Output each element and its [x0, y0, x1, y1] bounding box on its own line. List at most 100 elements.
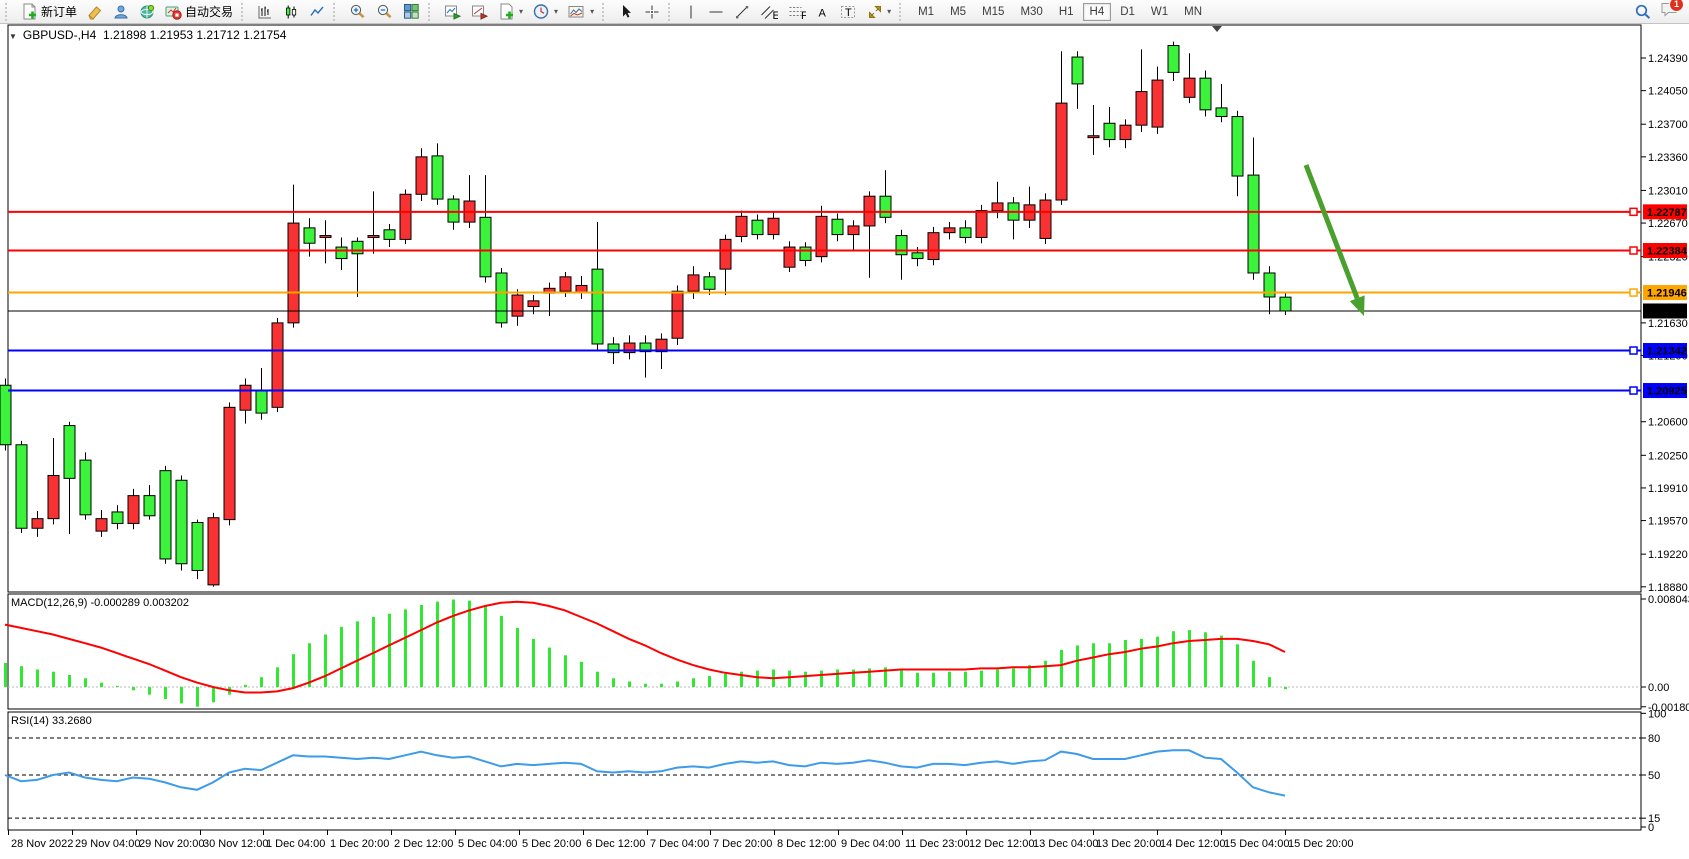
timeframe-button-M30[interactable]: M30 — [1020, 6, 1043, 18]
chevron-down-icon: ▾ — [554, 7, 559, 16]
candlestick-series — [0, 41, 1292, 587]
chart-shift-marker[interactable] — [1212, 26, 1222, 32]
candlestick-chart-button[interactable] — [279, 2, 303, 22]
timeframe-button-H4[interactable]: H4 — [1082, 3, 1112, 21]
time-tick-label: 1 Dec 20:00 — [330, 838, 389, 850]
new-order-button[interactable]: 新订单 — [17, 2, 81, 22]
toolbar-separator — [899, 2, 907, 21]
rsi-indicator-label: RSI(14) 33.2680 — [11, 715, 92, 727]
timeframe-button-M5[interactable]: M5 — [950, 6, 967, 18]
text-a-icon: A — [819, 7, 827, 19]
macd-axis-label: 0.00 — [1648, 682, 1669, 694]
objects-list-button[interactable] — [467, 2, 492, 22]
styler-button[interactable] — [83, 2, 107, 22]
timeframe-button-D1[interactable]: D1 — [1120, 6, 1135, 18]
chevron-down-icon: ▾ — [887, 7, 892, 16]
price-tick-label: 1.22670 — [1648, 218, 1688, 230]
cursor-button[interactable] — [614, 2, 638, 22]
bar-chart-icon — [258, 5, 272, 18]
toolbar-separator — [333, 2, 341, 21]
signals-button[interactable] — [135, 2, 159, 22]
equidistant-channel-button[interactable]: E — [756, 2, 782, 22]
svg-text:T: T — [845, 7, 852, 19]
price-tick-label: 1.24390 — [1648, 53, 1688, 65]
time-tick-label: 9 Dec 04:00 — [841, 838, 900, 850]
crayon-icon — [88, 5, 102, 20]
signal-globe-icon — [140, 4, 155, 18]
line-chart-button[interactable] — [305, 2, 329, 22]
macd-axis-label: 0.008043 — [1648, 594, 1689, 606]
time-tick-label: 7 Dec 20:00 — [713, 838, 772, 850]
search-icon[interactable] — [1634, 3, 1652, 21]
svg-text:F: F — [801, 10, 806, 20]
templates-dropdown[interactable]: ▾ — [564, 2, 598, 22]
macd-indicator-label: MACD(12,26,9) -0.000289 0.003202 — [11, 597, 189, 609]
text-button[interactable]: A — [812, 2, 834, 22]
one-click-trading-arrow[interactable]: ▼ — [9, 32, 17, 41]
timeframe-button-M1[interactable]: M1 — [918, 6, 935, 18]
timeframe-group: M1 M5 M15 M30 H1 H4 D1 W1 MN — [910, 2, 1210, 21]
equidistant-channel-icon: E — [761, 5, 779, 20]
price-tick-label: 1.18880 — [1648, 582, 1688, 594]
timeframe-button-MN[interactable]: MN — [1184, 6, 1203, 18]
crosshair-icon — [645, 5, 659, 18]
macd-signal-value: 0.003202 — [143, 597, 189, 609]
autotrading-button[interactable]: 自动交易 — [161, 2, 237, 22]
vertical-line-button[interactable] — [680, 2, 702, 22]
price-badge-label: 1.21342 — [1647, 346, 1687, 358]
rsi-value: 33.2680 — [51, 715, 92, 727]
bar-chart-button[interactable] — [253, 2, 277, 22]
rsi-panel: 100 80 50 150 — [4, 708, 1666, 834]
trend-arrow-object[interactable] — [1303, 164, 1365, 316]
toolbar-grip — [5, 2, 13, 21]
symbol-period-label: GBPUSD-,H4 — [22, 28, 97, 42]
price-badge-label: 1.21754 — [1647, 306, 1688, 318]
text-label-button[interactable]: T — [836, 2, 861, 22]
arrows-dropdown[interactable]: ▾ — [863, 2, 895, 22]
new-order-icon — [23, 3, 36, 20]
new-chart-dropdown[interactable]: ▾ — [494, 2, 527, 22]
periods-dropdown[interactable]: ▾ — [529, 2, 562, 22]
timeframe-button-H1[interactable]: H1 — [1058, 6, 1074, 18]
horizontal-line-button[interactable] — [704, 2, 728, 22]
time-tick-label: 5 Dec 04:00 — [458, 838, 517, 850]
candlestick-chart-icon — [286, 5, 297, 18]
rsi-axis-label: 0 — [1648, 822, 1654, 834]
svg-text:A: A — [819, 7, 827, 19]
timeframe-button-M15[interactable]: M15 — [982, 6, 1005, 18]
trendline-button[interactable] — [730, 2, 754, 22]
timeframe-button-W1[interactable]: W1 — [1150, 6, 1169, 18]
rsi-axis-label: 50 — [1648, 770, 1660, 782]
crosshair-button[interactable] — [640, 2, 664, 22]
price-tick-label: 1.21630 — [1648, 318, 1688, 330]
price-tick-label: 1.19220 — [1648, 549, 1688, 561]
tile-windows-button[interactable] — [399, 2, 424, 22]
time-tick-label: 13 Dec 04:00 — [1033, 838, 1098, 850]
zoom-in-button[interactable] — [345, 2, 370, 22]
time-tick-label: 30 Nov 12:00 — [203, 838, 268, 850]
time-tick-label: 15 Dec 04:00 — [1224, 838, 1289, 850]
zoom-out-button[interactable] — [372, 2, 397, 22]
chat-button[interactable]: 1 — [1660, 0, 1684, 23]
ohlc-values-label: 1.21898 1.21953 1.21712 1.21754 — [102, 28, 287, 42]
macd-axis-label: -0.001807 — [1648, 702, 1689, 714]
publisher-button[interactable] — [109, 2, 133, 22]
clock-icon — [533, 4, 549, 19]
line-chart-icon — [310, 6, 324, 16]
toolbar-separator — [241, 2, 249, 21]
price-axis[interactable]: 1.24390 1.24050 1.23700 1.23360 1.23010 1.226… — [1641, 53, 1688, 594]
horizontal-level-lines[interactable] — [8, 207, 1641, 395]
macd-main-value: -0.000289 — [90, 597, 141, 609]
price-tick-label: 1.23010 — [1648, 185, 1688, 197]
svg-text:E: E — [773, 10, 779, 20]
text-label-icon: T — [841, 5, 856, 19]
time-tick-label: 13 Dec 20:00 — [1096, 838, 1161, 850]
objects-list-icon — [472, 5, 489, 20]
price-badge-label: 1.21946 — [1647, 288, 1687, 300]
indicators-button[interactable] — [440, 2, 465, 22]
new-chart-icon — [500, 3, 514, 20]
time-tick-label: 5 Dec 20:00 — [522, 838, 581, 850]
fibonacci-button[interactable]: F — [784, 2, 810, 22]
